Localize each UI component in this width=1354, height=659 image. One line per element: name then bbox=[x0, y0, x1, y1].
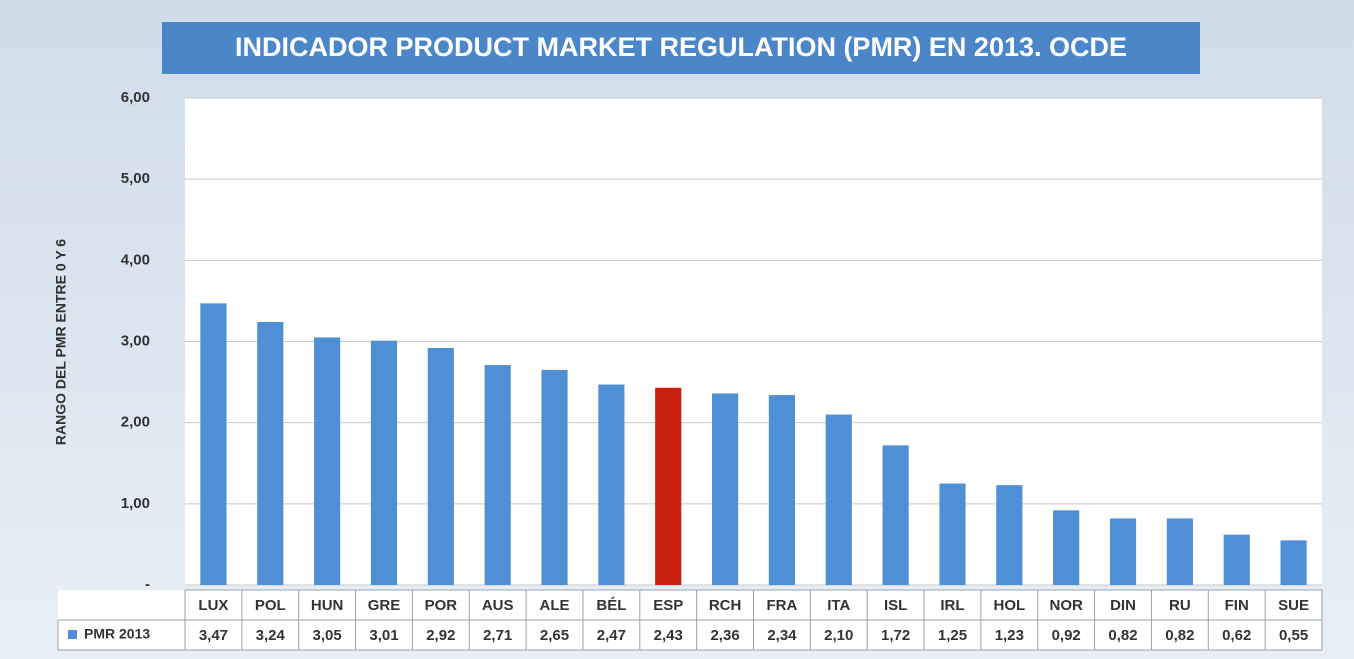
x-tick-label: IRL bbox=[940, 597, 964, 614]
bar bbox=[598, 384, 625, 585]
value-label: 0,82 bbox=[1108, 627, 1137, 644]
bar bbox=[541, 369, 568, 585]
x-tick-label: LUX bbox=[198, 597, 228, 614]
bar bbox=[996, 485, 1023, 585]
value-label: 1,72 bbox=[881, 627, 910, 644]
x-tick-label: SUE bbox=[1278, 597, 1309, 614]
x-tick-label: RCH bbox=[709, 597, 742, 614]
x-tick-label: ITA bbox=[827, 597, 850, 614]
bar bbox=[711, 393, 739, 585]
bar bbox=[825, 414, 852, 585]
value-label: 1,23 bbox=[995, 627, 1024, 644]
x-tick-label: FIN bbox=[1225, 597, 1249, 614]
value-label: 2,92 bbox=[426, 627, 455, 644]
value-label: 2,47 bbox=[597, 627, 626, 644]
legend-label: PMR 2013 bbox=[84, 626, 150, 642]
value-label: 3,24 bbox=[256, 627, 286, 644]
value-label: 2,36 bbox=[710, 627, 739, 644]
x-tick-label: RU bbox=[1169, 597, 1191, 614]
value-label: 2,71 bbox=[483, 627, 512, 644]
x-tick-label: HOL bbox=[993, 597, 1025, 614]
bar bbox=[1166, 518, 1193, 585]
bar bbox=[768, 395, 796, 585]
bar bbox=[1109, 518, 1137, 585]
x-tick-label: ALE bbox=[540, 597, 570, 614]
legend-swatch bbox=[68, 630, 77, 639]
value-label: 2,43 bbox=[654, 627, 683, 644]
bar bbox=[882, 445, 909, 585]
bar bbox=[484, 365, 511, 585]
value-label: 2,65 bbox=[540, 627, 569, 644]
value-label: 3,47 bbox=[199, 627, 228, 644]
title-box bbox=[162, 22, 1200, 74]
x-tick-label: HUN bbox=[311, 597, 344, 614]
value-label: 0,92 bbox=[1052, 627, 1081, 644]
x-tick-label: POR bbox=[425, 597, 458, 614]
bar bbox=[1053, 510, 1080, 585]
x-tick-label: ESP bbox=[653, 597, 683, 614]
bar bbox=[200, 303, 227, 585]
value-label: 2,10 bbox=[824, 627, 853, 644]
bar bbox=[1280, 540, 1307, 585]
x-tick-label: FRA bbox=[767, 597, 798, 614]
y-tick-label: 5,00 bbox=[121, 170, 150, 187]
chart-title: INDICADOR PRODUCT MARKET REGULATION (PMR… bbox=[235, 32, 1127, 62]
x-tick-label: GRE bbox=[368, 597, 401, 614]
bar bbox=[257, 322, 284, 585]
x-tick-label: POL bbox=[255, 597, 286, 614]
y-tick-label: 6,00 bbox=[121, 89, 150, 106]
value-label: 0,55 bbox=[1279, 627, 1308, 644]
value-label: 1,25 bbox=[938, 627, 967, 644]
x-tick-label: AUS bbox=[482, 597, 514, 614]
value-label: 0,62 bbox=[1222, 627, 1251, 644]
y-tick-label: - bbox=[145, 576, 150, 593]
x-tick-label: NOR bbox=[1050, 597, 1084, 614]
y-tick-label: 1,00 bbox=[121, 495, 150, 512]
bar bbox=[1223, 534, 1250, 585]
y-axis-label: RANGO DEL PMR ENTRE 0 Y 6 bbox=[53, 239, 69, 445]
y-tick-label: 2,00 bbox=[121, 414, 150, 431]
value-label: 3,05 bbox=[313, 627, 342, 644]
x-tick-label: ISL bbox=[884, 597, 907, 614]
bar bbox=[655, 387, 682, 585]
value-label: 2,34 bbox=[767, 627, 797, 644]
value-label: 0,82 bbox=[1165, 627, 1194, 644]
bar bbox=[427, 347, 454, 585]
x-tick-label: DIN bbox=[1110, 597, 1136, 614]
bar bbox=[370, 340, 398, 585]
x-tick-label: BÉL bbox=[596, 597, 626, 614]
bar bbox=[314, 337, 341, 585]
value-label: 3,01 bbox=[369, 627, 398, 644]
y-tick-label: 3,00 bbox=[121, 332, 150, 349]
y-tick-label: 4,00 bbox=[121, 251, 150, 268]
bar bbox=[939, 483, 966, 585]
